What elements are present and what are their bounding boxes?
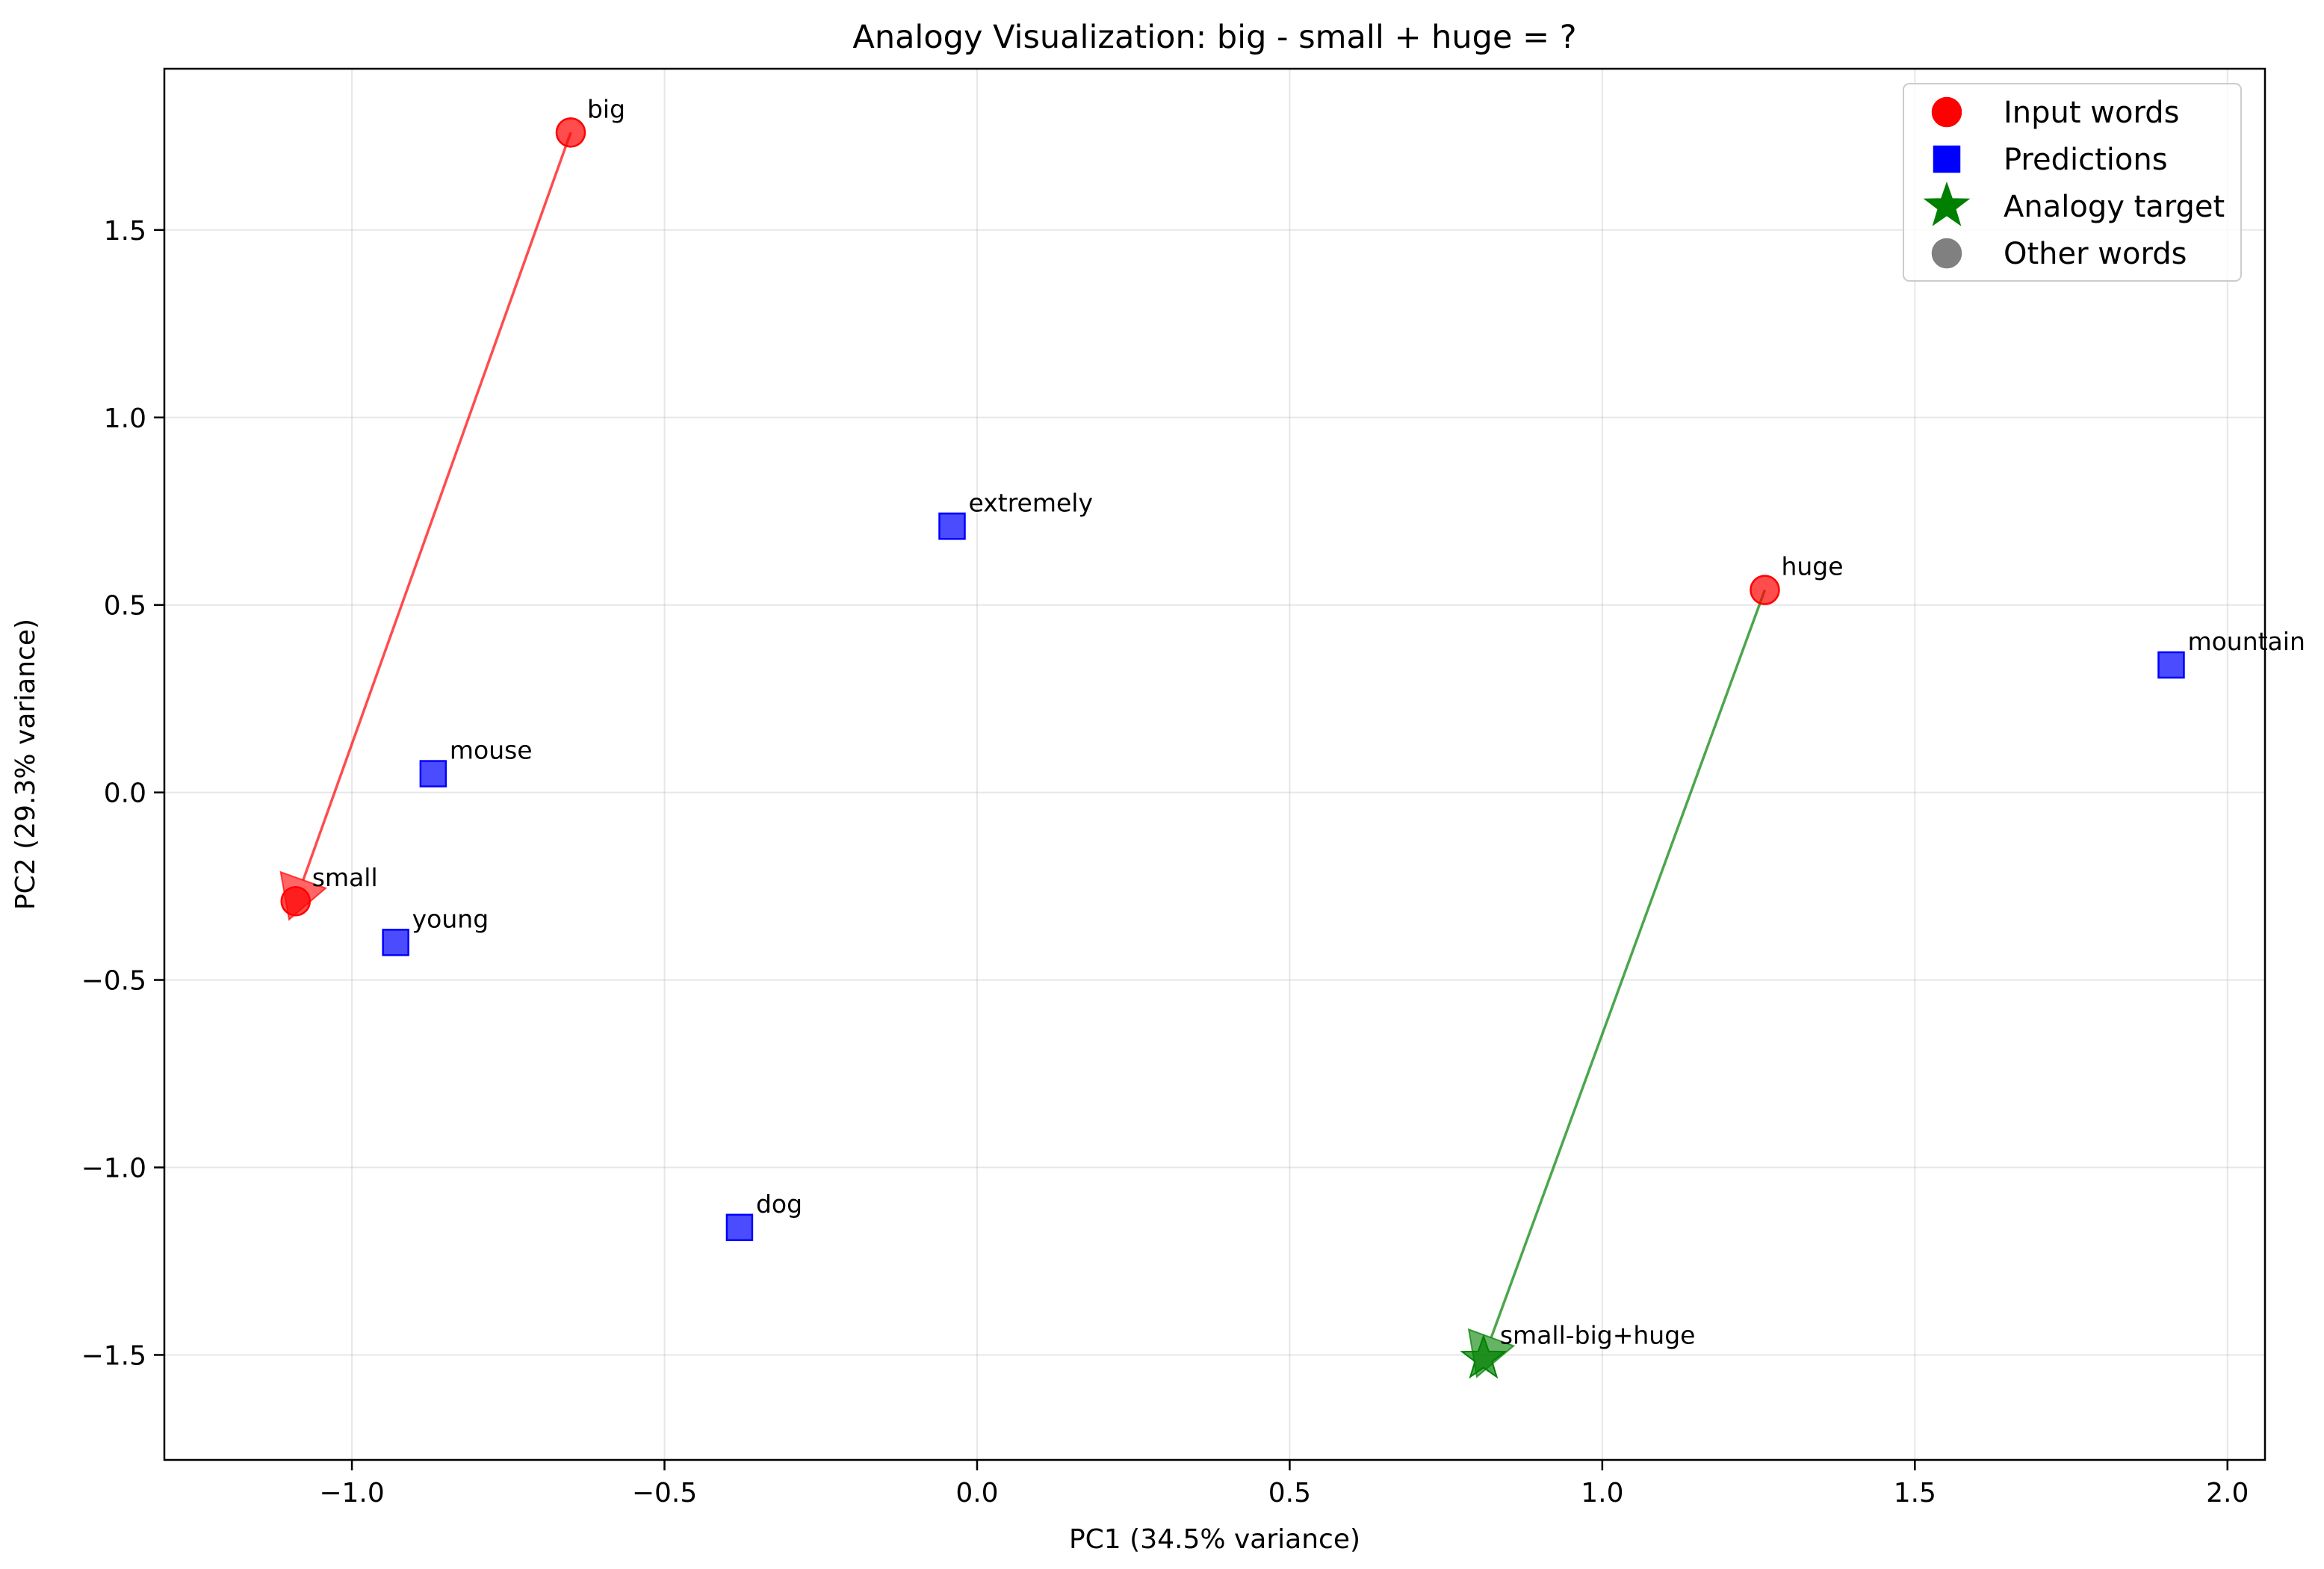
point-label: huge [1781,552,1843,581]
x-tick-label: 1.5 [1894,1478,1936,1508]
y-tick-label: 0.0 [104,779,146,809]
point-label: mouse [450,736,533,765]
point-label: mountain [2187,627,2305,656]
x-tick-label: 0.5 [1268,1478,1311,1508]
legend-label: Other words [2004,237,2187,271]
legend-label: Input words [2004,96,2179,130]
x-tick-label: −1.0 [319,1478,384,1508]
legend-label: Analogy target [2004,190,2225,224]
grid [164,69,2265,1460]
data-point [280,885,311,917]
point-label: dog [756,1189,802,1219]
plot-frame [163,67,2266,1461]
x-tick-label: 0.0 [955,1478,998,1508]
point-label: small-big+huge [1500,1320,1696,1349]
data-point [555,117,586,148]
vector-arrow-shaft [302,131,572,881]
data-point [2157,651,2185,679]
point-label: big [587,94,625,123]
y-tick-label: 0.5 [104,591,146,622]
legend-label: Predictions [2004,143,2168,177]
y-tick-label: 1.5 [104,216,146,247]
data-point [1460,1334,1507,1379]
x-tick-label: 1.0 [1581,1478,1623,1508]
x-tick-label: −0.5 [632,1478,697,1508]
legend-marker [1931,96,1962,128]
x-axis-label: PC1 (34.5% variance) [1069,1524,1360,1555]
legend-box [1903,83,2242,282]
data-point [938,513,966,540]
y-tick-label: −1.5 [81,1340,146,1371]
y-tick-label: −1.0 [81,1154,146,1184]
data-point [419,760,447,787]
y-axis-label: PC2 (29.3% variance) [10,619,41,910]
legend-marker [1931,238,1962,269]
axis-ticks: −1.0 −0.5 0.0 0.5 1.0 1.5 2.0 −1.5 −1.0 −0.5 0.0 0.… [81,216,2249,1508]
point-labels: big small huge extremely mouse young dog mounta… [312,94,2305,1349]
vector-arrow-shaft [1490,589,1767,1338]
data-point [382,929,409,956]
chart-title: Analogy Visualization: big - small + hug… [852,19,1576,56]
point-label: young [412,904,489,933]
point-label: small [312,863,378,892]
legend-marker [1923,181,1971,226]
legend: Input words Predictions Analogy target Othe… [1903,83,2242,282]
legend-marker [1933,145,1961,173]
point-label: extremely [969,488,1093,517]
y-tick-label: −0.5 [81,966,146,997]
data-points [280,117,2185,1379]
data-point [1750,575,1780,605]
y-tick-label: 1.0 [104,403,146,434]
data-point [725,1213,754,1242]
x-tick-label: 2.0 [2206,1478,2249,1508]
